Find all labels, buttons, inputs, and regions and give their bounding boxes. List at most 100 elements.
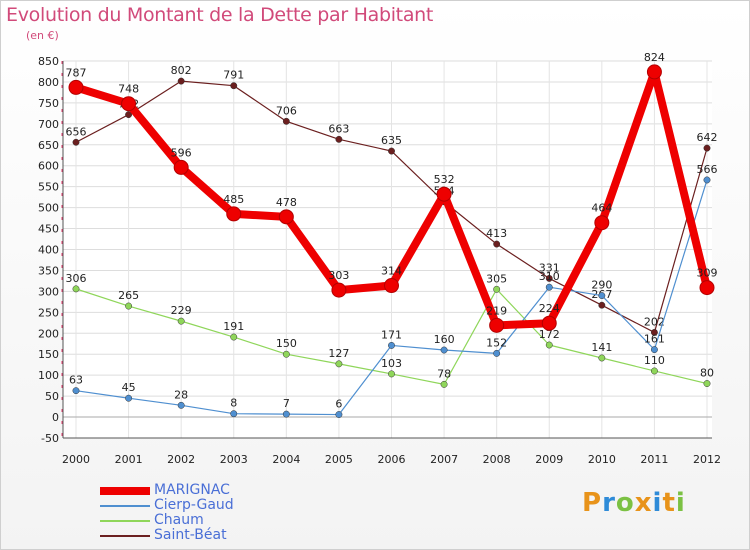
data-point: [594, 215, 610, 231]
data-point: [489, 317, 505, 333]
data-point: [598, 292, 606, 300]
data-label: 103: [381, 357, 402, 370]
data-label: 80: [700, 367, 714, 380]
data-point: [440, 380, 448, 388]
data-point: [650, 328, 658, 336]
data-label: 290: [591, 279, 612, 292]
data-point: [699, 280, 715, 296]
data-label: 485: [223, 193, 244, 206]
logo-letter: o: [615, 488, 635, 518]
data-label: 224: [539, 302, 560, 315]
x-tick-label: 2004: [272, 453, 300, 466]
y-tick-label: 600: [38, 160, 59, 173]
data-label: 305: [486, 272, 507, 285]
y-tick-label: 500: [38, 202, 59, 215]
chart-unit-label: (en €): [26, 29, 59, 42]
y-tick-label: 400: [38, 244, 59, 257]
data-label: 824: [644, 51, 665, 64]
data-label: 191: [223, 320, 244, 333]
data-point: [72, 285, 80, 293]
y-tick-label: 0: [52, 411, 59, 424]
data-label: 78: [437, 367, 451, 380]
data-label: 265: [118, 289, 139, 302]
data-point: [384, 278, 399, 294]
data-point: [226, 206, 242, 222]
data-point: [230, 410, 238, 418]
x-tick-label: 2012: [693, 453, 721, 466]
data-point: [545, 283, 553, 291]
y-tick-label: 850: [38, 55, 59, 68]
legend-label: MARIGNAC: [154, 482, 230, 498]
logo-letter: i: [652, 488, 663, 518]
data-point: [388, 341, 395, 349]
x-tick-label: 2011: [640, 453, 668, 466]
data-point: [177, 317, 185, 325]
data-label: 172: [539, 328, 560, 341]
x-tick-label: 2003: [220, 453, 248, 466]
y-tick-label: -50: [41, 432, 59, 445]
logo-letter: r: [602, 488, 616, 518]
data-label: 127: [328, 347, 349, 360]
data-point: [282, 117, 290, 125]
data-point: [230, 82, 238, 90]
logo-letter: x: [634, 488, 653, 518]
data-label: 28: [174, 388, 188, 401]
y-tick-label: 800: [38, 76, 59, 89]
data-label: 7: [283, 397, 290, 410]
y-tick-label: 350: [38, 264, 59, 277]
data-point: [125, 302, 133, 310]
data-label: 152: [486, 336, 507, 349]
data-point: [177, 401, 185, 409]
data-point: [173, 159, 189, 175]
data-point: [335, 135, 343, 143]
data-point: [650, 367, 658, 375]
data-label: 150: [276, 337, 297, 350]
legend-swatch: [100, 520, 150, 522]
x-tick-label: 2009: [535, 453, 563, 466]
data-point: [125, 394, 133, 402]
data-point: [493, 349, 501, 357]
data-point: [545, 341, 553, 349]
logo-letter: t: [662, 488, 676, 518]
y-tick-label: 300: [38, 285, 59, 298]
data-label: 309: [697, 267, 718, 280]
legend-swatch: [100, 535, 150, 537]
data-label: 566: [697, 163, 718, 176]
data-point: [541, 315, 557, 331]
data-label: 161: [644, 333, 665, 346]
x-tick-label: 2008: [483, 453, 511, 466]
y-tick-label: 100: [38, 369, 59, 382]
data-label: 229: [171, 304, 192, 317]
data-label: 110: [644, 354, 665, 367]
legend-label: Chaum: [154, 512, 204, 528]
data-point: [436, 186, 452, 202]
data-label: 532: [434, 173, 455, 186]
data-point: [68, 79, 84, 95]
proxiti-logo: Proxiti: [582, 488, 686, 518]
data-point: [121, 96, 137, 112]
data-point: [703, 144, 711, 152]
logo-letter: P: [582, 488, 603, 518]
data-label: 303: [328, 269, 349, 282]
data-point: [282, 350, 290, 358]
data-point: [72, 387, 80, 395]
x-tick-label: 2007: [430, 453, 458, 466]
data-label: 171: [381, 328, 402, 341]
data-point: [598, 354, 606, 362]
chart-title: Evolution du Montant de la Dette par Hab…: [6, 4, 434, 26]
data-point: [388, 147, 395, 155]
data-label: 663: [328, 122, 349, 135]
x-tick-label: 2006: [378, 453, 406, 466]
data-label: 464: [591, 202, 612, 215]
data-label: 787: [66, 66, 87, 79]
data-point: [331, 282, 347, 298]
data-point: [545, 274, 553, 282]
data-label: 596: [171, 146, 192, 159]
data-label: 791: [223, 69, 244, 82]
data-point: [650, 346, 658, 354]
data-point: [125, 111, 133, 119]
x-tick-label: 2001: [115, 453, 143, 466]
data-label: 706: [276, 104, 297, 117]
data-point: [388, 370, 395, 378]
data-point: [72, 138, 80, 146]
